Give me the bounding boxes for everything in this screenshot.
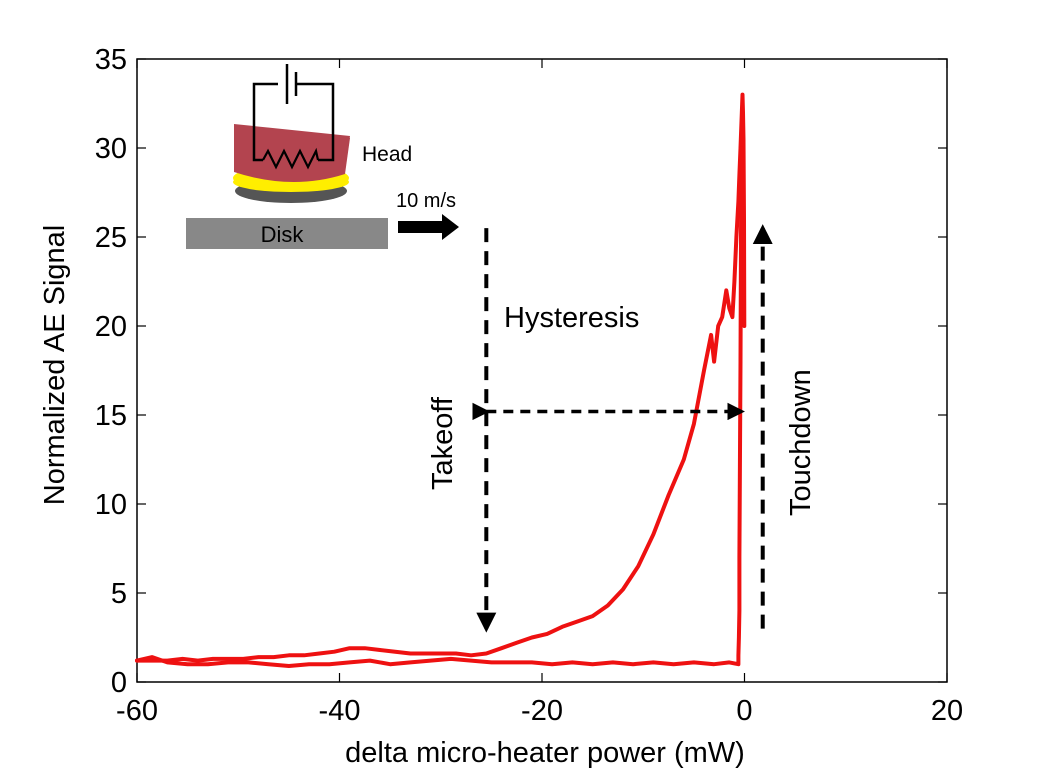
- y-tick-label: 25: [95, 222, 127, 254]
- y-tick-label: 5: [111, 578, 127, 610]
- annotation-arrows: [472, 224, 773, 633]
- y-axis-title: Normalized AE Signal: [39, 225, 71, 505]
- heater-circuit-wire: [252, 82, 335, 162]
- x-tick-label: 20: [931, 695, 963, 727]
- disk-bar: [186, 218, 388, 249]
- takeoff-label: Takeoff: [427, 396, 459, 490]
- touchdown-label: Touchdown: [785, 369, 817, 516]
- x-axis-title: delta micro-heater power (mW): [345, 737, 745, 769]
- speed-arrow-icon: [398, 214, 459, 240]
- x-tick-label: -20: [521, 695, 563, 727]
- inset-disk-label: Disk: [261, 222, 305, 247]
- y-axis-ticks: 0 5 10 15 20 25 30 35: [95, 44, 947, 699]
- x-axis-ticks: -60 -40 -20 0 20: [116, 59, 963, 727]
- series-line-1: [135, 92, 747, 663]
- y-tick-label: 15: [95, 400, 127, 432]
- inset-illustration: Disk Head 10 m/s: [186, 64, 459, 249]
- inset-head-label: Head: [362, 143, 412, 166]
- series-group: [135, 92, 747, 668]
- hysteresis-label: Hysteresis: [504, 302, 639, 334]
- y-tick-label: 20: [95, 311, 127, 343]
- heater-resistor-icon: [262, 147, 320, 170]
- y-tick-label: 35: [95, 44, 127, 76]
- y-tick-label: 0: [111, 667, 127, 699]
- x-tick-label: -60: [116, 695, 158, 727]
- y-tick-label: 10: [95, 489, 127, 521]
- x-tick-label: 0: [736, 695, 752, 727]
- head-top-shape: [234, 126, 350, 183]
- series-line-2: [135, 146, 744, 668]
- y-tick-label: 30: [95, 133, 127, 165]
- inset-speed-label: 10 m/s: [396, 190, 456, 212]
- x-tick-label: -40: [319, 695, 361, 727]
